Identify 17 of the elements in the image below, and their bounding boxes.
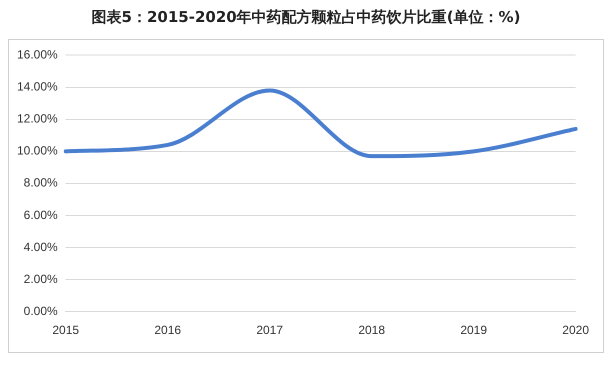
y-tick-label: 0.00%	[24, 304, 58, 318]
x-tick-label: 2015	[52, 323, 80, 338]
y-tick-label: 14.00%	[16, 80, 58, 94]
y-tick-label: 12.00%	[16, 112, 58, 126]
line-series	[64, 88, 578, 158]
x-tick-label: 2018	[358, 323, 386, 338]
x-tick-label: 2017	[256, 323, 284, 338]
y-tick-label: 10.00%	[16, 144, 58, 158]
y-tick-label: 4.00%	[24, 240, 58, 254]
chart-title: 图表5：2015-2020年中药配方颗粒占中药饮片比重(单位：%)	[90, 8, 522, 27]
x-tick-label: 2016	[154, 323, 182, 338]
y-tick-label: 16.00%	[16, 48, 58, 62]
y-tick-label: 6.00%	[24, 208, 58, 222]
x-tick-label: 2020	[562, 323, 590, 338]
y-tick-label: 2.00%	[24, 272, 58, 286]
x-tick-label: 2019	[460, 323, 488, 338]
y-tick-label: 8.00%	[24, 176, 58, 190]
